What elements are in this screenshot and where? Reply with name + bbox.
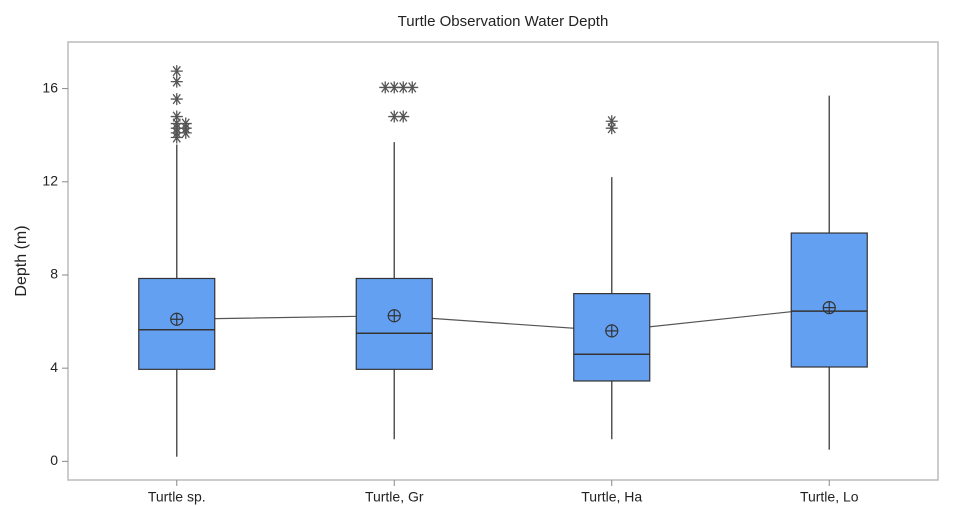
plot-frame	[67, 41, 939, 481]
y-tick-label: 0	[50, 452, 58, 468]
outlier	[379, 81, 392, 94]
outlier	[406, 81, 419, 94]
x-tick-label: Turtle, Ha	[581, 489, 642, 505]
mean-marker	[387, 309, 401, 323]
outlier	[179, 126, 192, 139]
mean-line	[176, 306, 830, 332]
outlier	[605, 122, 618, 135]
mean-marker	[605, 324, 619, 338]
y-tick-label: 8	[50, 266, 58, 282]
mean-marker	[170, 312, 184, 326]
x-tick-label: Turtle, Gr	[365, 489, 424, 505]
outlier	[170, 65, 183, 78]
y-tick-label: 4	[50, 359, 58, 375]
outlier	[170, 93, 183, 106]
outlier	[170, 75, 183, 88]
x-tick-label: Turtle, Lo	[800, 489, 859, 505]
y-tick-label: 16	[42, 79, 58, 95]
outlier	[388, 81, 401, 94]
y-axis-title: Depth (m)	[13, 225, 30, 296]
outlier	[170, 131, 183, 144]
outlier	[388, 110, 401, 123]
x-tick-label: Turtle sp.	[148, 489, 206, 505]
outlier	[170, 110, 183, 123]
chart-title: Turtle Observation Water Depth	[398, 13, 609, 30]
outlier	[605, 115, 618, 128]
outlier	[397, 81, 410, 94]
box	[355, 277, 433, 370]
y-tick-label: 12	[42, 172, 58, 188]
box	[790, 232, 868, 368]
outlier	[397, 110, 410, 123]
mean-marker	[822, 301, 836, 315]
